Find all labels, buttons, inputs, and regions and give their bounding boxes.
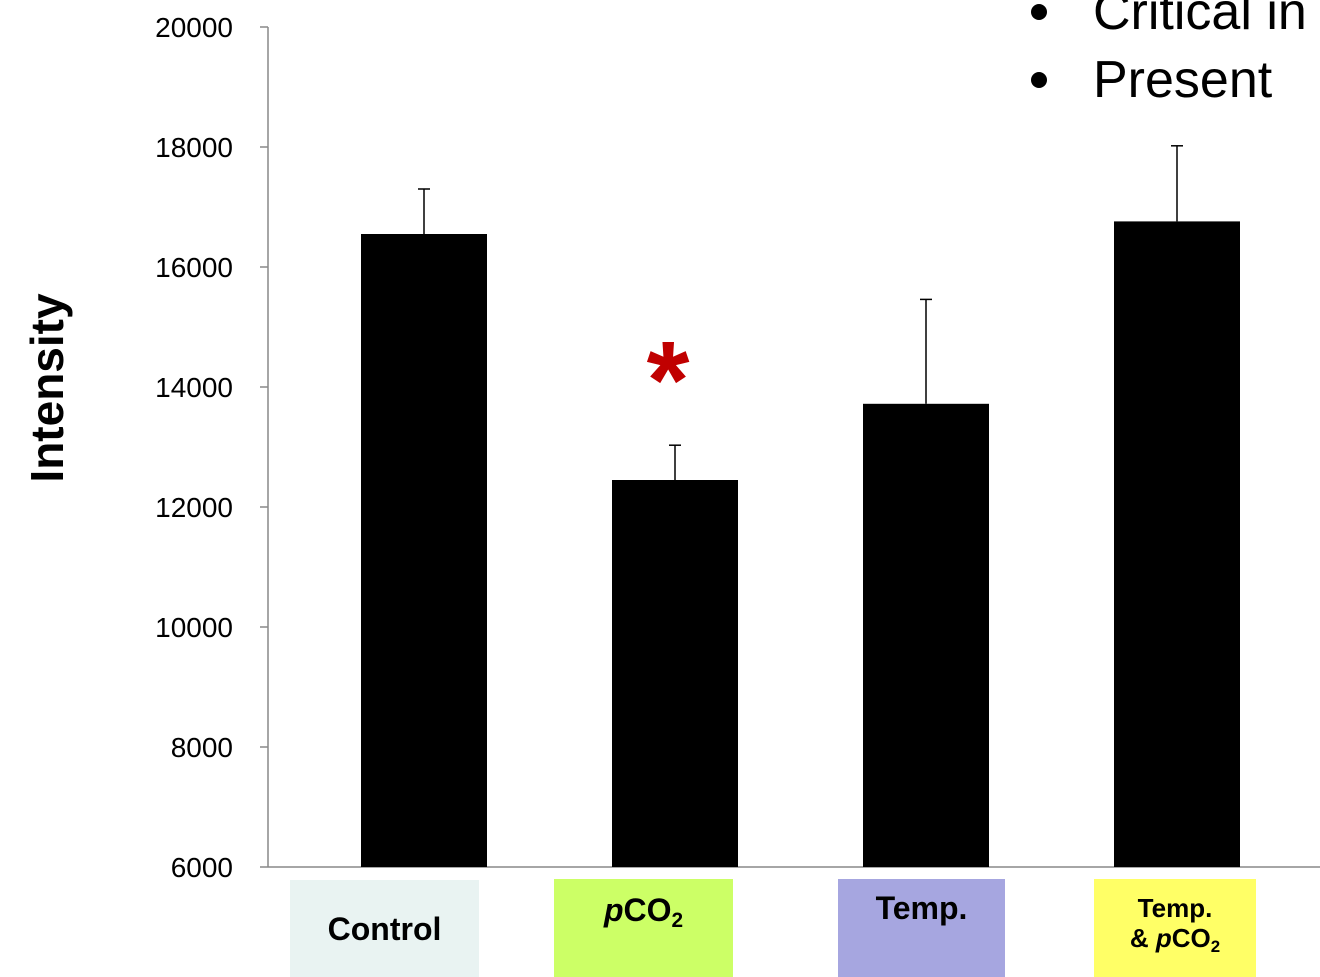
category-text-line2: & pCO2 [1129, 923, 1221, 957]
bullet-text: Present [1093, 51, 1273, 109]
category-label-pco2: pCO2 [554, 879, 733, 977]
bar [1114, 221, 1240, 867]
category-text-line1: Temp. [1137, 893, 1213, 924]
category-text: pCO2 [603, 892, 684, 933]
category-label-temp-pco2: Temp. & pCO2 [1094, 879, 1256, 977]
bullet-item: Present [1025, 46, 1307, 114]
category-text: Temp. [875, 890, 968, 926]
y-tick-label: 16000 [155, 252, 233, 283]
y-tick-label: 8000 [171, 732, 233, 763]
y-tick-label: 14000 [155, 372, 233, 403]
slide-bullets: Critical in Present [1025, 0, 1307, 114]
y-tick-label: 10000 [155, 612, 233, 643]
bar [361, 234, 487, 867]
y-axis-label: Intensity [21, 293, 73, 483]
bullet-text: Critical in [1093, 0, 1307, 41]
bullet-item: Critical in [1025, 0, 1307, 46]
bar [863, 403, 989, 867]
category-label-temp: Temp. [838, 879, 1005, 977]
y-tick-label: 6000 [171, 852, 233, 883]
bar [612, 480, 738, 867]
significance-marker: * [647, 319, 690, 442]
bars: * [361, 145, 1240, 867]
category-text: Control [327, 910, 442, 947]
y-tick-label: 20000 [155, 12, 233, 43]
y-axis: 6000 8000 10000 12000 14000 16000 18000 20000 [155, 12, 1320, 883]
bullet-dot-icon [1031, 72, 1047, 88]
y-tick-label: 18000 [155, 132, 233, 163]
y-tick-label: 12000 [155, 492, 233, 523]
bullet-dot-icon [1031, 4, 1047, 20]
category-label-control: Control [290, 880, 479, 977]
